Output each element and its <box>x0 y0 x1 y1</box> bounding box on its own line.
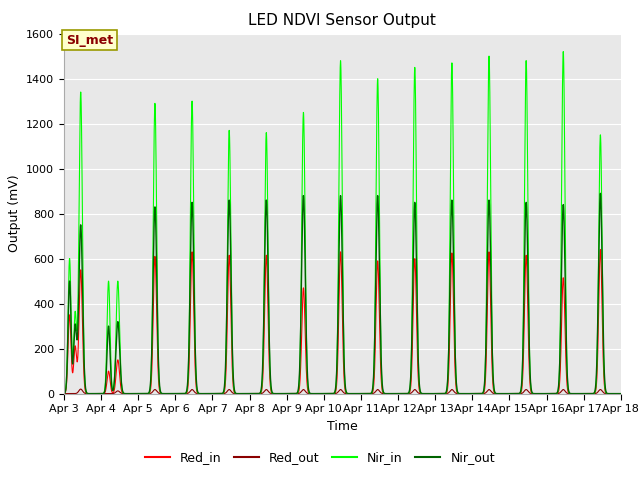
Red_out <box>269 391 276 396</box>
Text: SI_met: SI_met <box>66 34 113 47</box>
Red_in <box>615 391 623 396</box>
Red_out <box>419 391 427 396</box>
Red_out <box>499 391 506 396</box>
Red_out <box>173 391 181 396</box>
Red_out <box>615 391 623 396</box>
Line: Nir_in: Nir_in <box>64 52 621 394</box>
Legend: Red_in, Red_out, Nir_in, Nir_out: Red_in, Red_out, Nir_in, Nir_out <box>140 446 500 469</box>
Red_in <box>60 391 68 396</box>
Nir_in <box>617 391 625 396</box>
Nir_in <box>179 391 187 396</box>
Nir_out <box>596 191 604 196</box>
Red_in <box>173 391 181 396</box>
Line: Red_out: Red_out <box>64 389 621 394</box>
Nir_in <box>559 49 567 55</box>
Nir_out <box>617 391 625 396</box>
Y-axis label: Output (mV): Output (mV) <box>8 175 20 252</box>
Nir_in <box>269 390 276 396</box>
Nir_out <box>499 391 506 396</box>
Red_out <box>77 386 84 392</box>
Nir_in <box>173 391 181 396</box>
X-axis label: Time: Time <box>327 420 358 432</box>
Red_out <box>60 391 68 396</box>
Nir_out <box>60 391 68 396</box>
Nir_in <box>60 391 68 396</box>
Red_in <box>499 391 506 396</box>
Nir_out <box>173 391 181 396</box>
Nir_in <box>499 391 506 396</box>
Red_out <box>617 391 625 396</box>
Line: Nir_out: Nir_out <box>64 193 621 394</box>
Nir_in <box>419 391 427 396</box>
Red_in <box>596 247 604 252</box>
Title: LED NDVI Sensor Output: LED NDVI Sensor Output <box>248 13 436 28</box>
Nir_out <box>419 391 427 396</box>
Line: Red_in: Red_in <box>64 250 621 394</box>
Red_in <box>179 391 187 396</box>
Red_out <box>179 391 187 396</box>
Nir_out <box>615 391 623 396</box>
Nir_out <box>179 391 187 396</box>
Red_in <box>269 391 276 396</box>
Red_in <box>419 391 427 396</box>
Nir_out <box>269 390 276 396</box>
Nir_in <box>615 391 623 396</box>
Red_in <box>617 391 625 396</box>
